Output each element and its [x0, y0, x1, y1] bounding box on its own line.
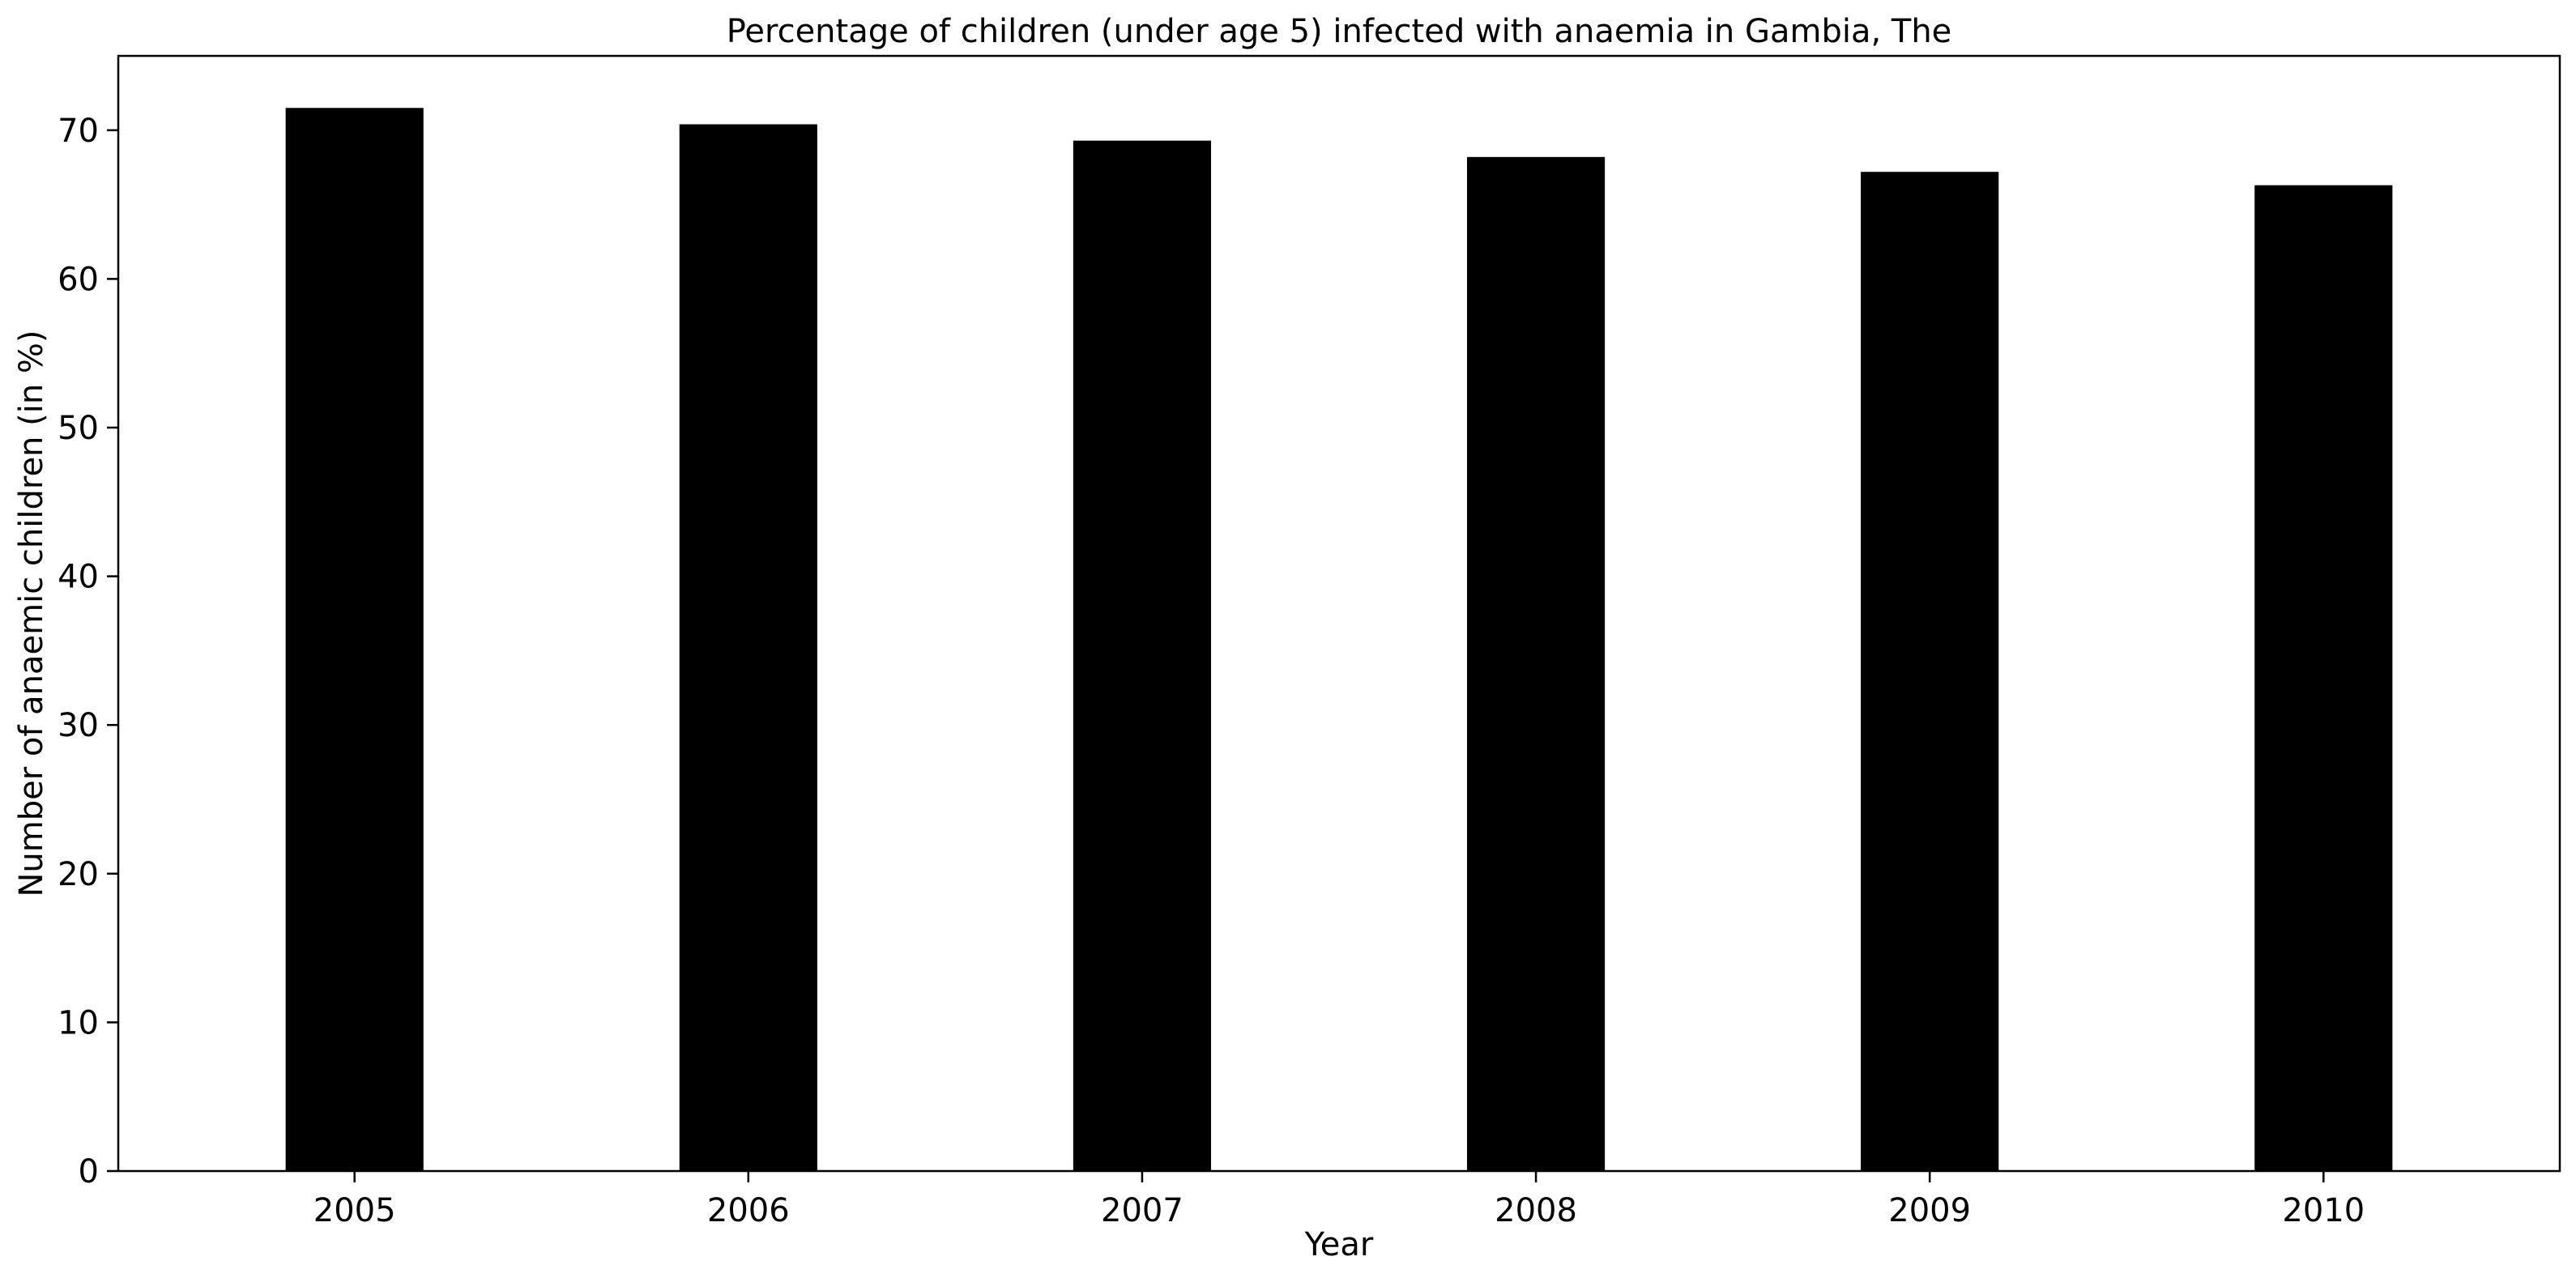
bar-2007	[1073, 140, 1212, 1172]
ticks-layer: 2005 2006 2007 2008 2009 2010 0 10 20 30 40 50 60 70	[58, 113, 2365, 1229]
bars-layer	[285, 108, 2393, 1172]
y-tick-label: 30	[58, 707, 99, 744]
x-tick-label: 2006	[707, 1192, 790, 1229]
y-tick-label: 40	[58, 559, 99, 596]
bar-2005	[285, 108, 424, 1171]
x-tick-label: 2009	[1888, 1192, 1971, 1229]
chart-title: Percentage of children (under age 5) inf…	[727, 13, 1952, 50]
bar-2010	[2254, 185, 2393, 1172]
bar-2006	[679, 124, 817, 1171]
x-tick-label: 2005	[313, 1192, 396, 1229]
y-tick-label: 10	[58, 1004, 99, 1041]
bar-2009	[1861, 172, 1999, 1171]
y-tick-label: 60	[58, 261, 99, 298]
x-tick-label: 2010	[2282, 1192, 2365, 1229]
y-tick-label: 0	[79, 1153, 99, 1190]
x-axis-label: Year	[1304, 1226, 1374, 1263]
y-tick-label: 70	[58, 113, 99, 150]
x-tick-label: 2007	[1101, 1192, 1184, 1229]
y-axis-label: Number of anaemic children (in %)	[13, 330, 50, 897]
y-tick-label: 50	[58, 410, 99, 447]
plot-frame	[117, 54, 2561, 1173]
bar-2008	[1466, 156, 1606, 1171]
y-tick-label: 20	[58, 856, 99, 893]
x-tick-label: 2008	[1495, 1192, 1577, 1229]
